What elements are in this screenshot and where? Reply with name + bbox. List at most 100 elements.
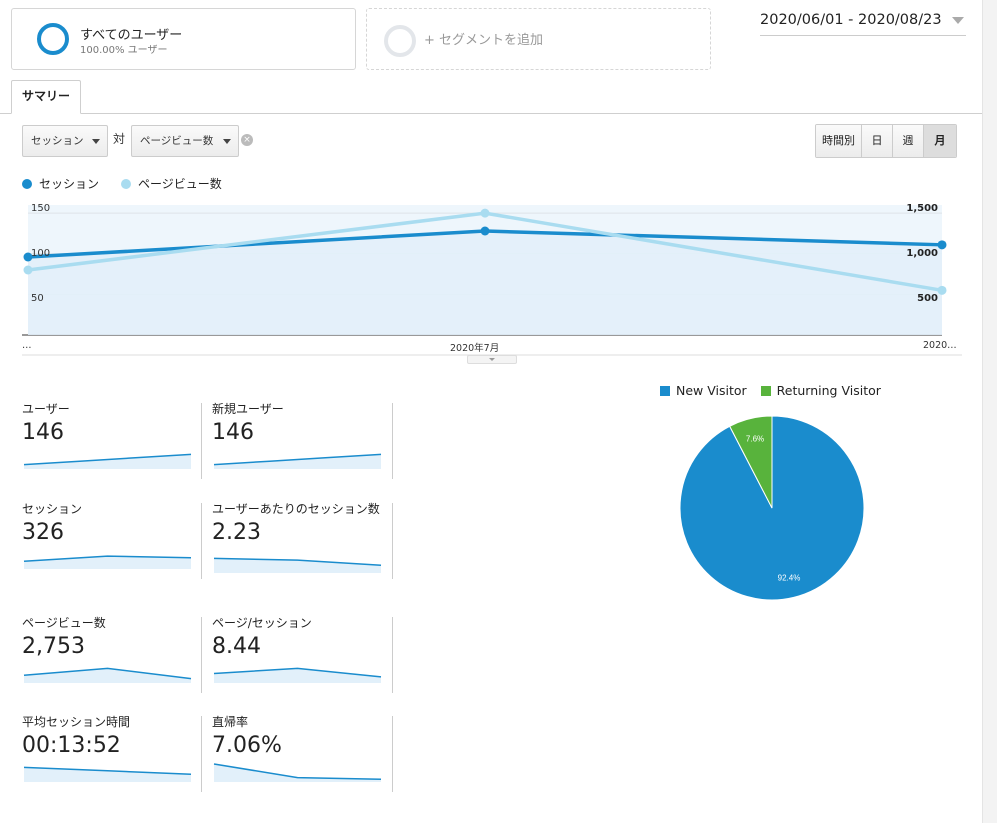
sessions-area	[28, 231, 942, 335]
scrollbar[interactable]	[982, 0, 997, 823]
granularity-month-button[interactable]: 月	[924, 125, 956, 157]
metric-card[interactable]: 平均セッション時間 00:13:52	[22, 715, 202, 758]
x-tick: 2020…	[923, 340, 957, 351]
caret-down-icon	[223, 139, 231, 144]
metric-value: 146	[212, 420, 254, 445]
metric-card[interactable]: セッション 326	[22, 502, 202, 545]
pie-legend-returning-visitor[interactable]: Returning Visitor	[760, 383, 881, 398]
pie-slice-label: 92.4%	[778, 574, 801, 583]
metric-divider	[201, 617, 202, 693]
data-point	[937, 240, 947, 250]
add-segment-label: + セグメントを追加	[424, 33, 544, 48]
metric-sparkline	[23, 555, 192, 569]
segment-placeholder-ring-icon	[384, 25, 416, 57]
metric-label: セッション	[22, 502, 83, 516]
metric-card[interactable]: ページ/セッション 8.44	[212, 616, 392, 659]
date-range-label: 2020/06/01 - 2020/08/23	[760, 12, 942, 28]
sparkline-area	[24, 767, 191, 782]
legend-dot-icon	[121, 178, 132, 189]
metric-label: ユーザーあたりのセッション数	[212, 502, 380, 516]
segment-card-all-users[interactable]: すべてのユーザー 100.00% ユーザー	[11, 8, 356, 70]
metric-label: ユーザー	[22, 402, 70, 416]
metric1-select[interactable]: セッション	[22, 125, 108, 157]
metric-sparkline	[213, 557, 382, 573]
sparkline-line	[213, 667, 382, 678]
segment-subtitle: 100.00% ユーザー	[80, 45, 168, 56]
data-point	[480, 226, 490, 236]
metric-card[interactable]: 新規ユーザー 146	[212, 402, 392, 445]
data-point	[480, 208, 490, 218]
metric-label: 平均セッション時間	[22, 715, 131, 729]
metric-sparkline	[23, 667, 192, 683]
pie-legend-label: New Visitor	[676, 383, 747, 398]
legend-label: ページビュー数	[138, 177, 222, 191]
metric-value: 2.23	[212, 520, 261, 545]
segment-title: すべてのユーザー	[80, 28, 183, 43]
metric2-select-label: ページビュー数	[140, 135, 214, 147]
metric-divider	[392, 716, 393, 792]
granularity-week-button[interactable]: 週	[893, 125, 924, 157]
legend-square-icon	[760, 385, 771, 396]
pie-legend-label: Returning Visitor	[776, 383, 881, 398]
tab-summary[interactable]: サマリー	[11, 80, 81, 114]
metric-value: 2,753	[22, 634, 85, 659]
y-left-tick: 50	[31, 293, 44, 304]
metric2-select[interactable]: ページビュー数	[131, 125, 239, 157]
metric-card[interactable]: ユーザーあたりのセッション数 2.23	[212, 502, 392, 545]
legend-item-sessions[interactable]: セッション	[22, 175, 99, 192]
versus-label: 対	[113, 132, 126, 146]
metric-value: 146	[22, 420, 64, 445]
legend-item-pageviews[interactable]: ページビュー数	[121, 175, 222, 192]
y-left-tick: 100	[31, 248, 51, 259]
data-point	[23, 252, 33, 262]
sparkline-line	[213, 557, 382, 566]
clear-comparison-icon[interactable]: ×	[241, 134, 253, 146]
metric-label: 新規ユーザー	[212, 402, 284, 416]
granularity-day-button[interactable]: 日	[862, 125, 893, 157]
metric-card[interactable]: ページビュー数 2,753	[22, 616, 202, 659]
metric-value: 00:13:52	[22, 733, 121, 758]
chevron-down-icon	[952, 17, 964, 24]
sparkline-area	[214, 668, 381, 683]
metric-divider	[392, 503, 393, 579]
pie-legend: New Visitor Returning Visitor	[660, 383, 881, 398]
date-range-picker[interactable]: 2020/06/01 - 2020/08/23	[760, 12, 966, 36]
metric-divider	[392, 617, 393, 693]
add-segment-button[interactable]: + セグメントを追加	[366, 8, 711, 70]
y-right-tick: 1,000	[906, 248, 938, 259]
metric-sparkline	[213, 763, 382, 782]
metric-divider	[392, 403, 393, 479]
y-right-tick: 1,500	[906, 203, 938, 214]
pie-legend-new-visitor[interactable]: New Visitor	[660, 383, 747, 398]
metric-value: 8.44	[212, 634, 261, 659]
sparkline-area	[214, 764, 381, 782]
data-point	[23, 265, 33, 275]
metric-value: 326	[22, 520, 64, 545]
legend-square-icon	[660, 385, 670, 396]
sparkline-line	[213, 453, 382, 466]
metric-divider	[201, 716, 202, 792]
legend-dot-icon	[22, 178, 32, 189]
metric-card[interactable]: 直帰率 7.06%	[212, 715, 392, 758]
granularity-hour-button[interactable]: 時間別	[816, 125, 862, 157]
metric-value: 7.06%	[212, 733, 282, 758]
granularity-toggle: 時間別 日 週 月	[815, 124, 957, 158]
chart-legend: セッション ページビュー数	[22, 175, 234, 192]
metric-label: ページビュー数	[22, 616, 106, 630]
chart-resize-handle[interactable]	[467, 355, 517, 364]
x-tick: 2020年7月	[450, 343, 500, 354]
x-tick: …	[22, 340, 32, 351]
metric-divider	[201, 403, 202, 479]
metric-sparkline	[213, 667, 382, 683]
metric-sparkline	[23, 766, 192, 782]
sessions-pageviews-line-chart	[22, 205, 962, 356]
metric-sparkline	[213, 453, 382, 469]
y-right-tick: 500	[917, 293, 938, 304]
pie-slice-label: 7.6%	[746, 434, 764, 443]
sparkline-area	[214, 454, 381, 469]
metric-card[interactable]: ユーザー 146	[22, 402, 202, 445]
metric1-select-label: セッション	[31, 135, 84, 147]
metric-label: 直帰率	[212, 715, 249, 729]
metric-divider	[201, 503, 202, 579]
data-point	[937, 285, 947, 295]
